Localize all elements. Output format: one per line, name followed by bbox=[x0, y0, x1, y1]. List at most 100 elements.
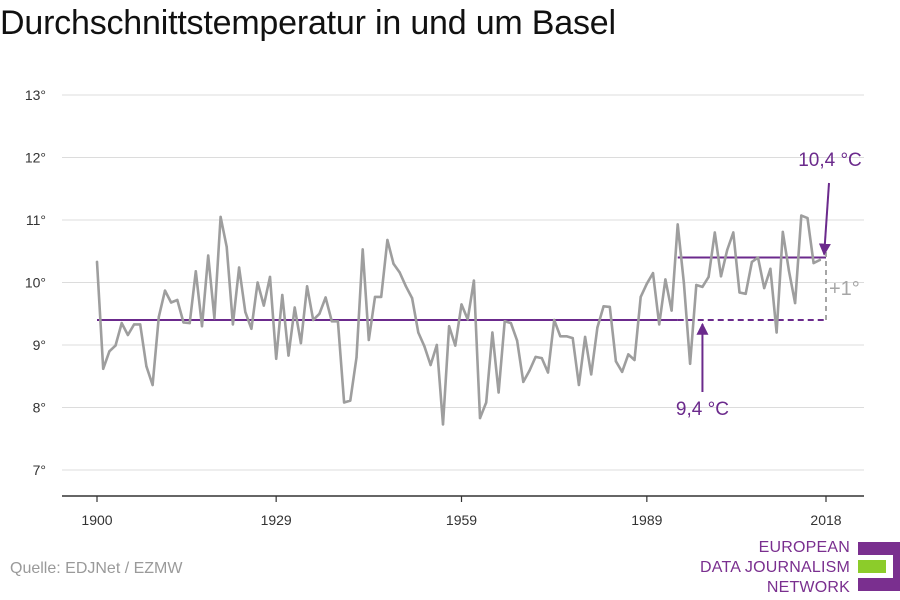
data-point bbox=[602, 305, 605, 308]
data-point bbox=[312, 318, 315, 322]
y-tick-label-8: 8° bbox=[33, 400, 46, 416]
data-point bbox=[324, 296, 327, 299]
data-point bbox=[756, 256, 760, 259]
data-point bbox=[553, 318, 556, 322]
data-point bbox=[658, 323, 661, 326]
data-point bbox=[293, 306, 296, 309]
data-point bbox=[139, 323, 142, 326]
data-point bbox=[95, 260, 99, 264]
source-note: Quelle: EDJNet / EZMW bbox=[10, 560, 183, 577]
data-point bbox=[515, 339, 519, 342]
data-point bbox=[800, 214, 803, 217]
data-point bbox=[620, 370, 624, 374]
data-point bbox=[528, 369, 531, 372]
data-point bbox=[355, 356, 358, 359]
data-point bbox=[361, 248, 364, 251]
data-point bbox=[102, 367, 105, 370]
data-point bbox=[404, 285, 408, 288]
data-point bbox=[342, 401, 346, 404]
data-point bbox=[441, 423, 445, 426]
logo-bar-right bbox=[893, 542, 900, 591]
data-point bbox=[194, 270, 197, 273]
data-point bbox=[398, 271, 401, 274]
data-point bbox=[188, 321, 191, 325]
data-point bbox=[509, 321, 513, 325]
data-point bbox=[491, 331, 494, 334]
x-tick-label-1989: 1989 bbox=[631, 512, 662, 528]
data-point bbox=[200, 325, 204, 328]
data-point bbox=[145, 365, 148, 368]
data-point bbox=[750, 260, 754, 264]
x-tick-label-2018: 2018 bbox=[810, 512, 841, 528]
logo-line-2: DATA JOURNALISM bbox=[700, 559, 850, 576]
data-point bbox=[614, 360, 618, 363]
data-point bbox=[163, 289, 167, 292]
data-point bbox=[695, 283, 698, 287]
data-point bbox=[781, 230, 784, 234]
data-point bbox=[485, 401, 488, 404]
data-point bbox=[392, 262, 395, 265]
data-point bbox=[497, 391, 500, 394]
data-point bbox=[454, 344, 457, 347]
logo-bar-purple-bottom bbox=[858, 578, 900, 591]
y-tick-label-10: 10° bbox=[25, 275, 46, 291]
data-point bbox=[472, 279, 476, 282]
data-point bbox=[132, 323, 136, 326]
data-point bbox=[299, 341, 303, 345]
data-point bbox=[590, 373, 593, 376]
temperature-series-line bbox=[95, 214, 822, 426]
data-point bbox=[596, 326, 599, 329]
data-point bbox=[763, 286, 766, 290]
data-point bbox=[571, 336, 574, 340]
data-point bbox=[268, 275, 272, 279]
recent-arrow bbox=[818, 182, 831, 256]
y-tick-label-11: 11° bbox=[26, 212, 46, 228]
data-point bbox=[157, 315, 160, 319]
data-point bbox=[262, 304, 265, 307]
data-point bbox=[460, 303, 463, 306]
data-point bbox=[423, 345, 426, 348]
data-point bbox=[373, 295, 377, 299]
data-point bbox=[478, 416, 482, 420]
data-point bbox=[719, 275, 723, 278]
x-axis: 1900 1929 1959 1989 2018 bbox=[62, 495, 864, 528]
data-point bbox=[651, 271, 655, 275]
data-point bbox=[380, 295, 383, 299]
data-point bbox=[639, 295, 642, 299]
data-point bbox=[336, 320, 340, 323]
data-point bbox=[793, 301, 797, 305]
data-point bbox=[688, 362, 692, 365]
data-point bbox=[120, 321, 123, 325]
y-tick-label-9: 9° bbox=[33, 337, 46, 353]
logo-bar-green bbox=[858, 560, 886, 573]
data-point bbox=[664, 278, 667, 281]
data-point bbox=[219, 215, 222, 219]
data-point bbox=[682, 281, 686, 285]
data-point bbox=[818, 258, 821, 262]
data-point bbox=[738, 291, 741, 294]
data-point bbox=[608, 305, 611, 309]
data-point bbox=[417, 331, 420, 334]
data-point bbox=[435, 343, 438, 347]
data-point bbox=[534, 355, 537, 359]
data-point bbox=[447, 325, 451, 328]
y-tick-label-13: 13° bbox=[25, 87, 46, 103]
data-point bbox=[645, 282, 648, 285]
data-point bbox=[540, 356, 543, 360]
data-point bbox=[305, 285, 309, 288]
data-point bbox=[744, 292, 747, 295]
data-point bbox=[225, 245, 228, 249]
series-layer bbox=[95, 214, 822, 426]
chart-title: Durchschnittstemperatur in und um Basel bbox=[0, 4, 616, 42]
data-point bbox=[349, 399, 352, 402]
y-tick-label-12: 12° bbox=[25, 150, 46, 166]
data-point bbox=[627, 353, 630, 356]
data-point bbox=[775, 331, 778, 334]
reference-lines bbox=[97, 256, 826, 321]
data-point bbox=[386, 238, 389, 242]
data-point bbox=[256, 281, 259, 284]
data-point bbox=[812, 261, 815, 265]
data-point bbox=[559, 335, 562, 338]
data-point bbox=[806, 216, 809, 220]
